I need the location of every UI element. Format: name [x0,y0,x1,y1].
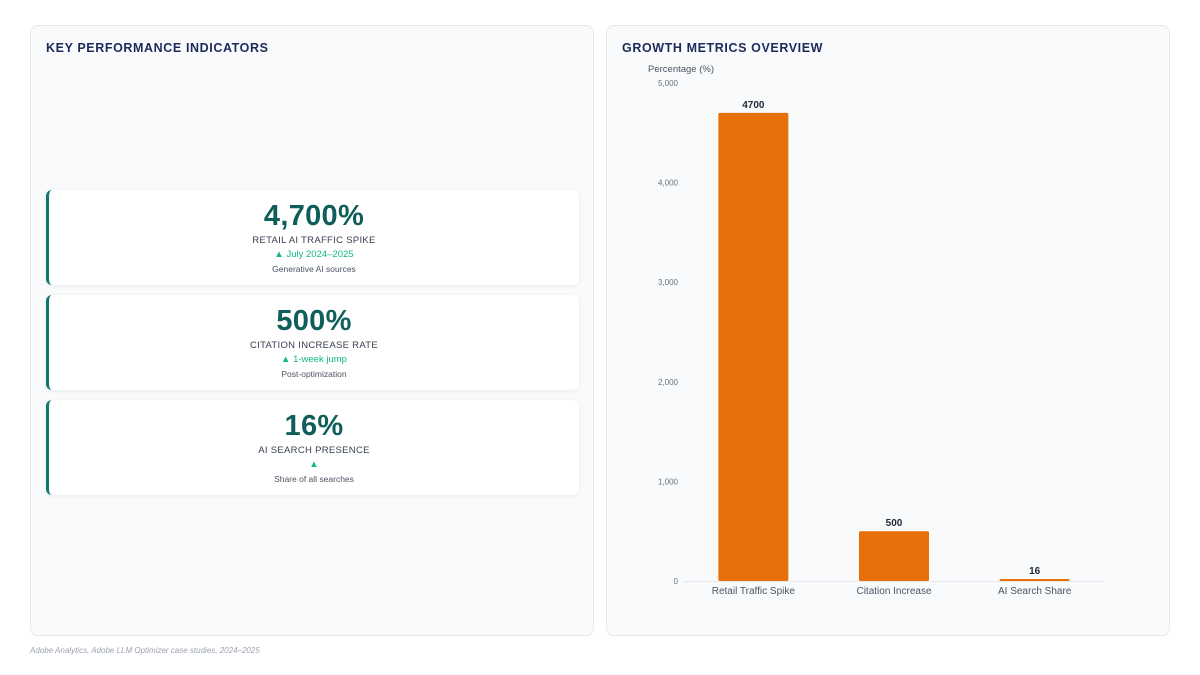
kpi-card-search-presence: 16% AI SEARCH PRESENCE ▲ Share of all se… [46,400,579,495]
y-tick-label: 3,000 [658,278,679,287]
kpi-list: 4,700% RETAIL AI TRAFFIC SPIKE ▲ July 20… [46,190,579,505]
bar-chart: Percentage (%) 0 1,000 2,000 3,000 4,000 5,00… [648,64,1105,597]
kpi-panel-title: KEY PERFORMANCE INDICATORS [46,41,269,55]
bar-value-label: 16 [1029,566,1041,577]
bar [999,579,1070,581]
y-tick-label: 0 [674,577,679,586]
kpi-trend: ▲ July 2024–2025 [274,249,354,260]
y-axis-ticks: 0 1,000 2,000 3,000 4,000 5,000 [658,79,679,586]
bar [859,531,929,581]
chart-panel: GROWTH METRICS OVERVIEW Percentage (%) 0… [606,25,1170,636]
x-tick-label: AI Search Share [998,586,1072,597]
y-tick-label: 4,000 [658,179,679,188]
kpi-card-citation: 500% CITATION INCREASE RATE ▲ 1-week jum… [46,295,579,390]
source-note: Adobe Analytics, Adobe LLM Optimizer cas… [30,646,260,655]
kpi-value: 4,700% [263,200,365,232]
kpi-value: 16% [284,410,344,442]
y-axis-title: Percentage (%) [648,64,714,75]
kpi-trend: ▲ 1-week jump [281,354,347,365]
y-tick-label: 1,000 [658,477,679,486]
chart-panel-title: GROWTH METRICS OVERVIEW [622,41,824,55]
kpi-subtext: Generative AI sources [272,264,356,274]
kpi-subtext: Share of all searches [274,474,354,484]
kpi-card-traffic: 4,700% RETAIL AI TRAFFIC SPIKE ▲ July 20… [46,190,579,285]
kpi-subtext: Post-optimization [281,369,347,379]
kpi-label: CITATION INCREASE RATE [250,340,378,351]
bar-value-label: 4700 [742,100,765,111]
kpi-trend: ▲ [309,459,319,470]
bar-value-label: 500 [886,518,903,529]
kpi-value: 500% [276,305,352,337]
y-tick-label: 2,000 [658,378,679,387]
x-tick-label: Retail Traffic Spike [712,586,796,597]
bar [718,112,789,581]
kpi-panel: KEY PERFORMANCE INDICATORS 4,700% RETAIL… [30,25,594,636]
kpi-label: RETAIL AI TRAFFIC SPIKE [252,235,376,246]
bar-series: 4700 Retail Traffic Spike 500 Citation Incr… [712,100,1072,597]
kpi-label: AI SEARCH PRESENCE [258,445,370,456]
y-tick-label: 5,000 [658,79,679,88]
x-tick-label: Citation Increase [856,586,931,597]
